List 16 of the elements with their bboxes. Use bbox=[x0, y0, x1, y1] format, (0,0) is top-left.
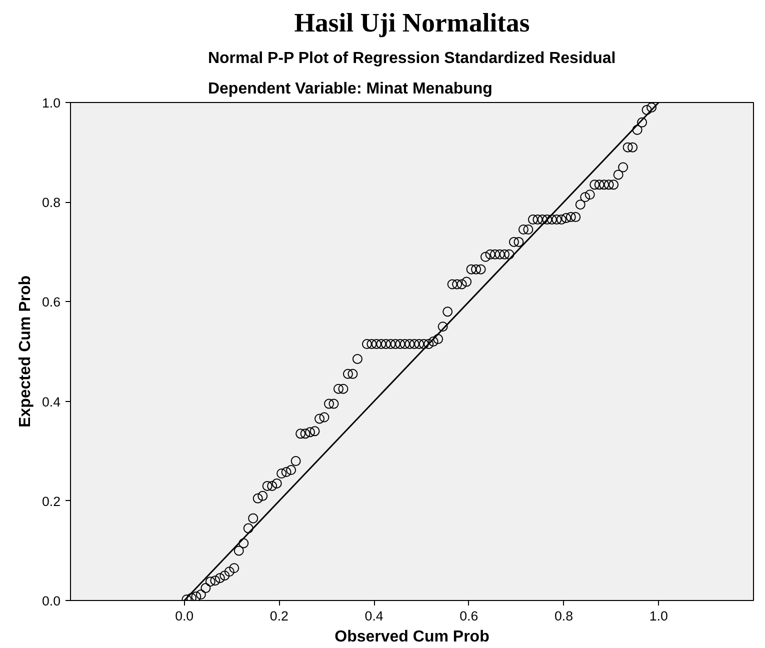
y-tick-label: 0.8 bbox=[42, 195, 61, 210]
y-tick-label: 0.2 bbox=[42, 494, 61, 509]
x-tick-label: 0.6 bbox=[460, 608, 478, 624]
x-tick-label: 0.4 bbox=[364, 608, 384, 624]
x-tick-label: 0.8 bbox=[554, 608, 574, 624]
chart-subtitle: Normal P-P Plot of Regression Standardized Residual Dependent Variable: Minat Menabung bbox=[208, 50, 616, 98]
y-axis-title: Expected Cum Prob bbox=[16, 275, 34, 428]
y-tick-label: 0.6 bbox=[42, 294, 61, 310]
x-tick-label: 1.0 bbox=[649, 608, 668, 624]
y-tick-label: 1.0 bbox=[42, 96, 61, 110]
x-tick-label: 0.2 bbox=[270, 608, 288, 624]
x-tick-label: 0.0 bbox=[175, 608, 194, 624]
y-tick-label: 0.0 bbox=[42, 594, 61, 608]
x-axis-title: Observed Cum Prob bbox=[334, 628, 490, 646]
y-tick-label: 0.4 bbox=[42, 394, 62, 410]
chart-title: Hasil Uji Normalitas bbox=[294, 8, 530, 38]
